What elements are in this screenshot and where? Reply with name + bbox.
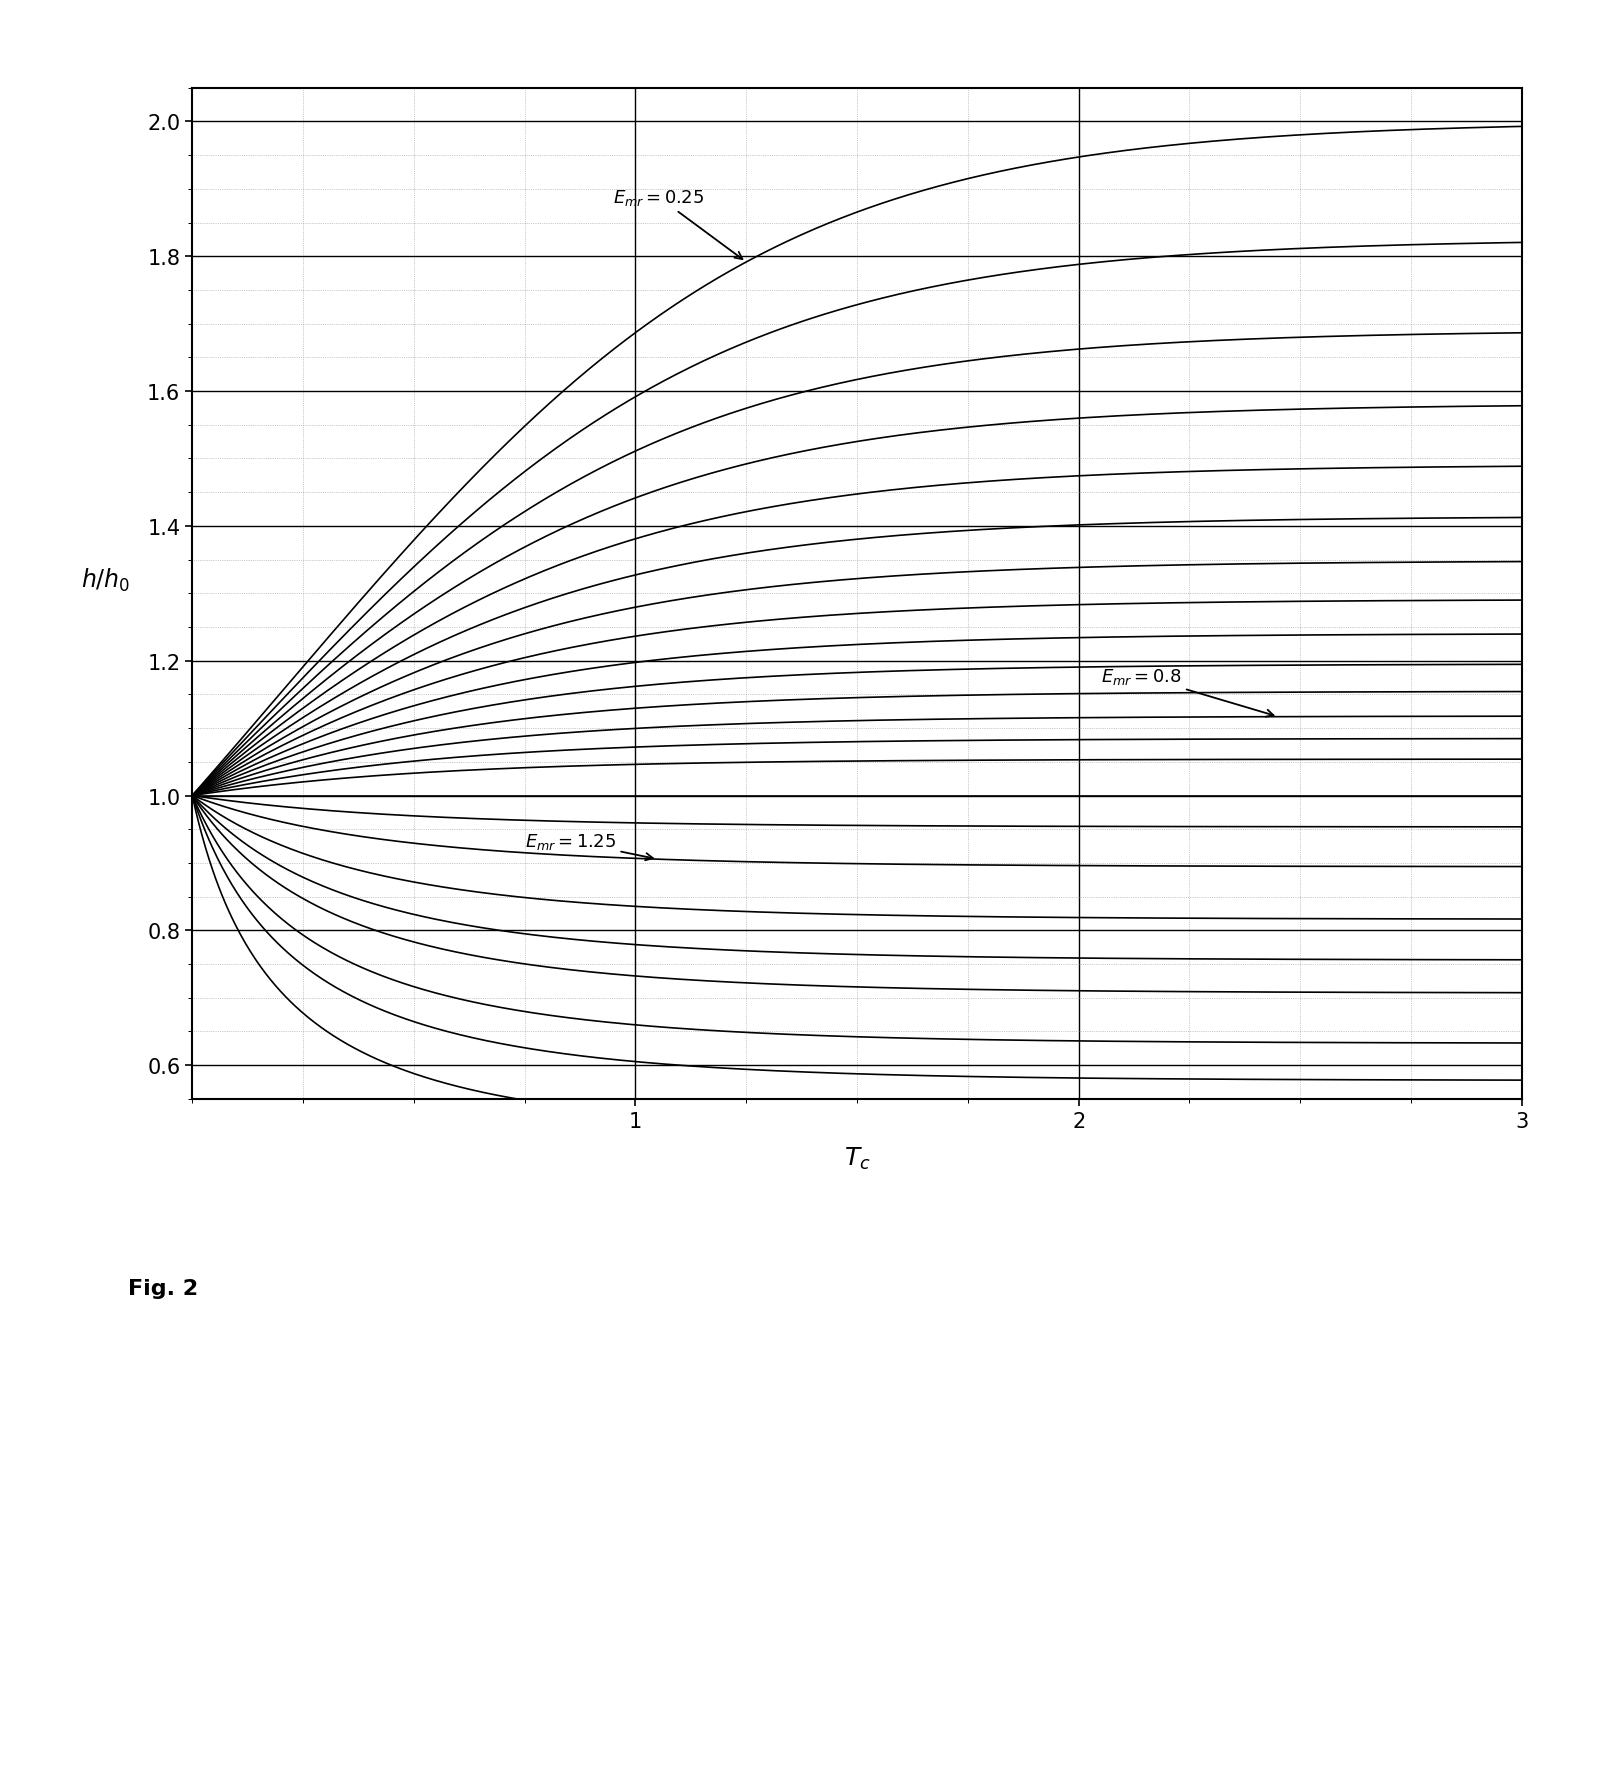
Text: Fig. 2: Fig. 2: [128, 1278, 199, 1298]
Text: $E_{mr} = 1.25$: $E_{mr} = 1.25$: [525, 832, 654, 860]
X-axis label: $T_c$: $T_c$: [844, 1145, 870, 1172]
Text: $E_{mr} = 0.25$: $E_{mr} = 0.25$: [614, 188, 742, 261]
Text: $E_{mr} = 0.8$: $E_{mr} = 0.8$: [1101, 667, 1274, 718]
Y-axis label: $h/h_0$: $h/h_0$: [80, 567, 130, 594]
